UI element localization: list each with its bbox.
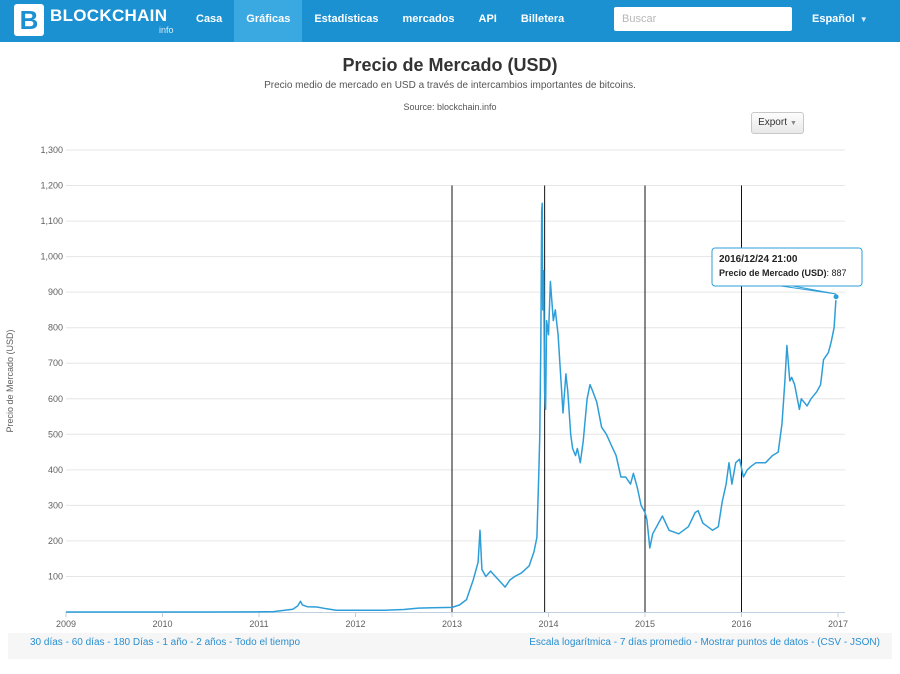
nav-item-mercados[interactable]: mercados xyxy=(402,13,455,25)
y-tick-label: 400 xyxy=(48,465,63,475)
search-input[interactable] xyxy=(614,7,792,31)
y-tick-label: 600 xyxy=(48,394,63,404)
y-tick-label: 1,200 xyxy=(40,181,63,191)
y-tick-label: 900 xyxy=(48,287,63,297)
chart-footer: 30 días - 60 días - 180 Días - 1 año - 2… xyxy=(8,633,892,659)
json-download-link[interactable]: JSON xyxy=(849,637,877,648)
nav-item-billetera[interactable]: Billetera xyxy=(520,13,565,25)
y-axis-title: Precio de Mercado (USD) xyxy=(5,329,15,432)
language-dropdown[interactable]: Español ▼ xyxy=(812,0,868,42)
seven-day-average-link[interactable]: 7 días promedio xyxy=(619,637,692,648)
x-tick-label: 2014 xyxy=(538,619,558,629)
nav-item-estadisticas[interactable]: Estadísticas xyxy=(314,13,379,25)
x-tick-label: 2015 xyxy=(635,619,655,629)
show-data-points-link[interactable]: Mostrar puntos de datos xyxy=(700,637,809,648)
market-price-chart: 100 200 300 400 500 600 700 800 900 1,000 1,100 1,2… xyxy=(5,145,863,629)
y-tick-label: 1,300 xyxy=(40,145,63,155)
export-label: Export xyxy=(758,117,787,128)
chevron-down-icon: ▼ xyxy=(789,120,797,127)
chevron-down-icon: ▼ xyxy=(859,15,868,24)
nav-item-graficas[interactable]: Gráficas xyxy=(234,0,303,42)
csv-download-link[interactable]: CSV xyxy=(820,637,842,648)
chart-subtitle: Precio medio de mercado en USD a través … xyxy=(264,80,636,91)
y-tick-label: 200 xyxy=(48,536,63,546)
tooltip-date: 2016/12/24 21:00 xyxy=(719,254,798,265)
main-nav: Casa Gráficas Estadísticas mercados API … xyxy=(184,0,576,42)
bitcoin-logo-icon: B xyxy=(14,4,44,36)
y-tick-label: 1,000 xyxy=(40,252,63,262)
blockchain-logo[interactable]: B BLOCKCHAIN info xyxy=(14,4,179,38)
x-tick-label: 2012 xyxy=(345,619,365,629)
nav-item-api[interactable]: API xyxy=(478,13,497,25)
range-1-year-link[interactable]: 1 año xyxy=(162,637,188,648)
x-tick-label: 2013 xyxy=(442,619,462,629)
tooltip-box xyxy=(711,247,863,287)
time-range-links: 30 días - 60 días - 180 Días - 1 año - 2… xyxy=(30,637,301,648)
y-tick-label: 1,100 xyxy=(40,216,63,226)
x-tick-label: 2017 xyxy=(828,619,848,629)
chart-option-links: Escala logarítmica - 7 días promedio - M… xyxy=(529,637,880,648)
y-tick-label: 300 xyxy=(48,500,63,510)
logo-subtext: info xyxy=(159,25,174,35)
tooltip-pointer xyxy=(780,285,837,295)
y-tick-label: 800 xyxy=(48,323,63,333)
log-scale-link[interactable]: Escala logarítmica xyxy=(529,637,611,648)
range-60-days-link[interactable]: 60 días xyxy=(71,637,105,648)
x-tick-label: 2011 xyxy=(249,619,268,629)
x-tick-label: 2009 xyxy=(56,619,76,629)
x-tick-label: 2010 xyxy=(152,619,172,629)
y-tick-label: 500 xyxy=(48,429,63,439)
language-label: Español xyxy=(812,13,855,25)
chart-title: Precio de Mercado (USD) xyxy=(342,55,558,75)
y-tick-label: 700 xyxy=(48,358,63,368)
y-tick-label: 100 xyxy=(48,571,63,581)
range-30-days-link[interactable]: 30 días xyxy=(30,637,63,648)
top-navbar: B BLOCKCHAIN info Casa Gráficas Estadíst… xyxy=(0,0,900,42)
tooltip-marker-point xyxy=(832,293,840,301)
tooltip-value: Precio de Mercado (USD): 887 xyxy=(719,268,847,278)
nav-item-casa[interactable]: Casa xyxy=(196,13,223,25)
range-180-days-link[interactable]: 180 Días xyxy=(113,637,154,648)
logo-text: BLOCKCHAIN xyxy=(50,6,168,25)
range-all-time-link[interactable]: Todo el tiempo xyxy=(235,637,301,648)
x-tick-label: 2016 xyxy=(731,619,751,629)
price-series-line xyxy=(66,202,837,613)
export-button[interactable]: Export ▼ xyxy=(751,112,804,134)
range-2-years-link[interactable]: 2 años xyxy=(196,637,227,648)
chart-source: Source: blockchain.info xyxy=(403,102,497,112)
